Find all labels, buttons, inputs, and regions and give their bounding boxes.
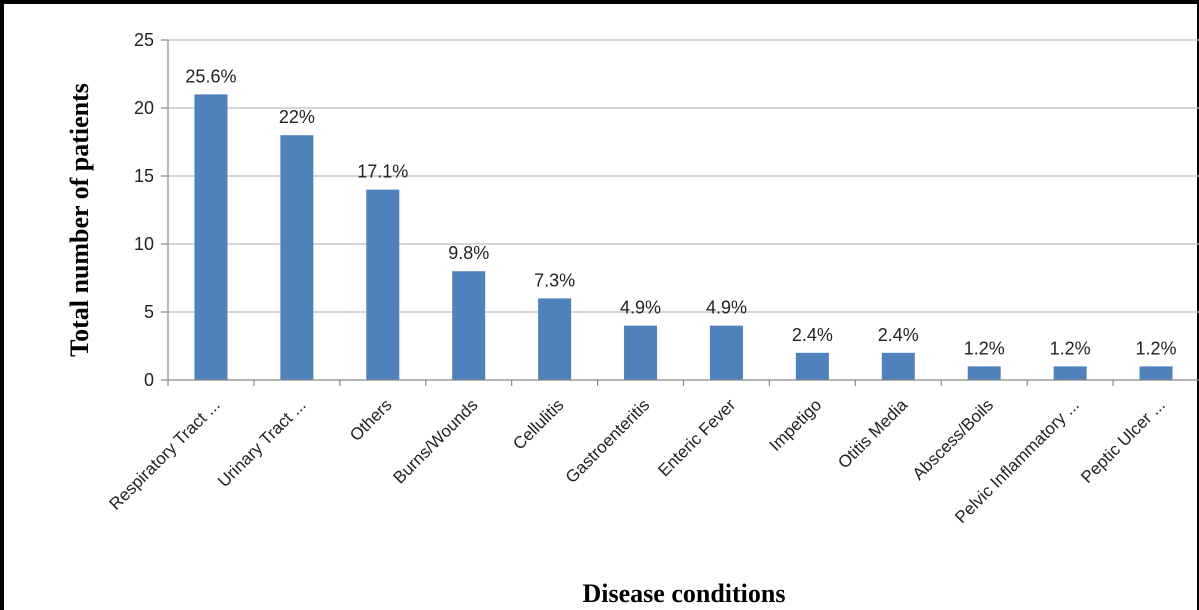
data-label: 7.3% [534,270,575,290]
x-tick-label: Peptic Ulcer ... [1077,395,1169,487]
y-tick-label: 10 [134,234,154,254]
x-tick-label: Others [346,395,396,445]
bar [452,271,486,380]
y-tick-label: 25 [134,30,154,50]
y-tick-label: 0 [144,370,154,390]
y-axis-ticks: 0 5 10 15 20 25 [134,30,168,390]
bar [366,189,400,380]
bar [538,298,572,380]
bar [967,366,1001,380]
data-label: 17.1% [357,162,408,182]
data-label: 9.8% [448,243,489,263]
bars [194,94,1173,381]
bar [1139,366,1173,380]
x-tick-label: Enteric Fever [654,395,739,480]
y-tick-label: 15 [134,166,154,186]
bar [194,94,228,381]
y-tick-label: 5 [144,302,154,322]
data-label: 25.6% [185,66,236,86]
data-label: 2.4% [792,325,833,345]
y-axis-title: Total number of patients [65,83,94,357]
bar [624,325,658,380]
bar [795,352,829,380]
x-tick-label: Cellulitis [509,395,567,453]
data-label: 1.2% [1050,338,1091,358]
data-label: 1.2% [964,338,1005,358]
bar [881,352,915,380]
x-tick-label: Respiratory Tract ... [105,395,223,513]
x-tick-label: Otitis Media [834,395,911,472]
x-tick-label: Burns/Wounds [389,395,481,487]
data-label: 22% [279,107,315,127]
data-label: 1.2% [1136,338,1177,358]
x-tick-label: Impetigo [766,395,826,455]
y-tick-label: 20 [134,98,154,118]
x-tick-label: Abscess/Boils [909,395,997,483]
x-tick-label: Urinary Tract ... [214,395,310,491]
x-axis-ticks: Respiratory Tract ...Urinary Tract ... Ot… [105,380,1169,527]
bar [280,135,314,380]
data-labels: 25.6% 22% 17.1% 9.8% 7.3% 4.9% 4.9% 2.4% 2.4% 1.2… [185,66,1176,358]
data-label: 4.9% [620,298,661,318]
gridlines [168,39,1199,313]
data-label: 4.9% [706,298,747,318]
x-axis-title: Disease conditions [583,579,786,608]
bar [1053,366,1087,380]
bar [709,325,743,380]
data-label: 2.4% [878,325,919,345]
x-tick-label: Gastroenteritis [562,395,654,487]
